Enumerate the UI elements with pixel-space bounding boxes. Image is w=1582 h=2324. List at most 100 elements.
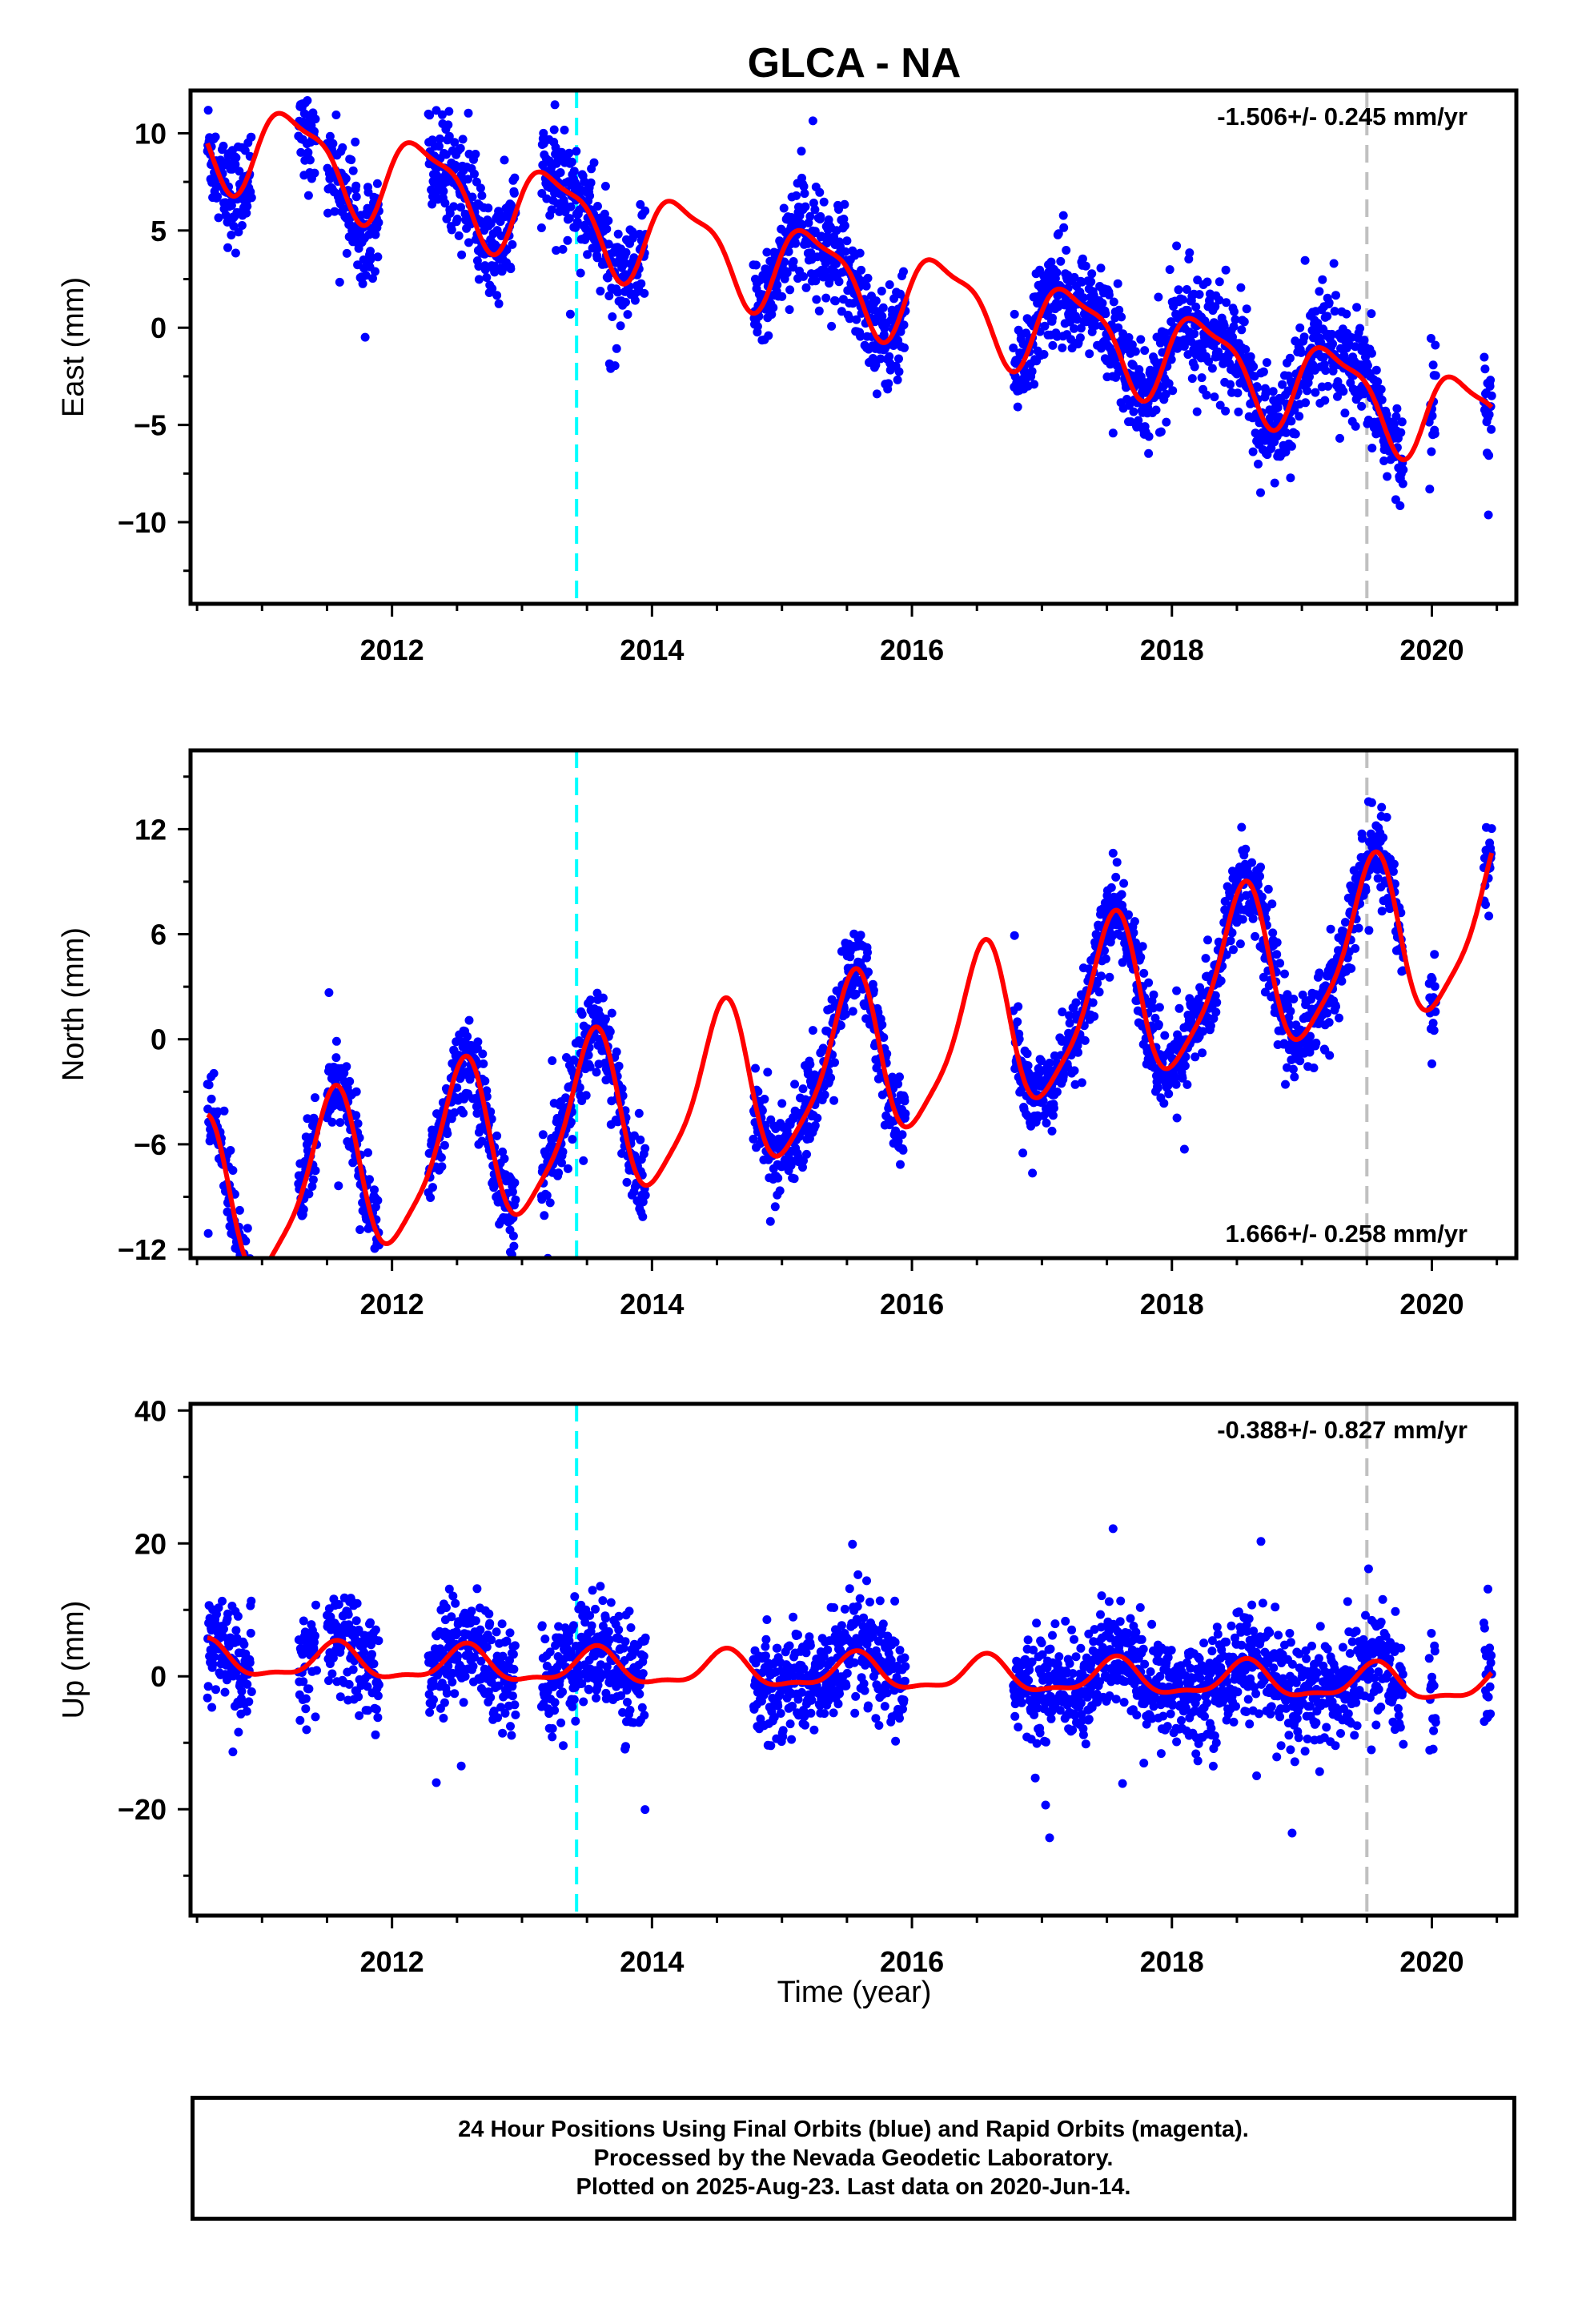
east-data-point — [1062, 246, 1071, 255]
east-x-tick-label: 2012 — [360, 633, 424, 666]
up-data-point — [352, 1598, 362, 1608]
east-data-point — [240, 146, 250, 155]
north-data-point — [1428, 1019, 1438, 1028]
up-data-point — [214, 1603, 223, 1613]
east-data-point — [435, 142, 444, 151]
east-data-point — [1162, 417, 1171, 427]
east-data-point — [221, 211, 231, 220]
north-data-point — [575, 1083, 584, 1092]
north-y-tick-label: 0 — [151, 1023, 167, 1056]
east-data-point — [211, 132, 220, 142]
east-data-point — [444, 120, 453, 130]
east-data-point — [1134, 416, 1143, 425]
up-data-point — [484, 1609, 494, 1618]
east-data-point — [1101, 309, 1110, 319]
east-data-point — [536, 223, 546, 232]
up-data-point — [363, 1706, 372, 1715]
east-data-point — [876, 354, 885, 364]
east-data-point — [1210, 392, 1219, 402]
east-data-point — [551, 143, 560, 152]
east-data-point — [492, 291, 502, 300]
north-data-point — [351, 1087, 361, 1096]
east-data-point — [1204, 356, 1213, 366]
north-data-point — [851, 989, 861, 999]
up-data-point — [336, 1642, 346, 1652]
east-data-point — [310, 168, 319, 178]
up-data-point — [505, 1628, 515, 1638]
up-data-point — [371, 1705, 381, 1714]
east-data-point — [769, 303, 778, 312]
up-data-point — [246, 1628, 255, 1638]
east-data-point — [628, 233, 637, 243]
up-data-point — [511, 1710, 520, 1719]
north-data-point — [848, 1007, 857, 1016]
north-data-point — [508, 1187, 517, 1196]
north-data-point — [1484, 911, 1494, 921]
east-data-point — [1363, 360, 1372, 370]
east-data-point — [1323, 381, 1333, 391]
north-data-point — [1367, 798, 1376, 807]
up-data-point — [498, 1651, 508, 1661]
east-x-tick-label: 2020 — [1399, 633, 1464, 666]
east-data-point — [1295, 412, 1304, 421]
north-data-point — [605, 1027, 615, 1036]
north-data-point — [1047, 1126, 1057, 1136]
up-data-point — [500, 1708, 510, 1718]
north-data-point — [1251, 931, 1260, 941]
east-data-point — [374, 218, 383, 227]
up-data-point — [228, 1747, 238, 1757]
north-model-curve — [206, 849, 1495, 1258]
east-data-point — [1234, 407, 1243, 416]
north-data-point — [1257, 892, 1267, 902]
up-data-point — [348, 1665, 358, 1675]
north-data-point — [1042, 1118, 1051, 1128]
east-data-point — [1156, 427, 1166, 436]
north-data-point — [247, 1269, 256, 1277]
north-data-point — [478, 1049, 488, 1059]
east-data-point — [630, 296, 640, 305]
north-data-point — [808, 1026, 817, 1035]
north-data-point — [1050, 1051, 1059, 1060]
east-data-point — [1377, 395, 1387, 404]
east-data-point — [213, 192, 222, 201]
east-data-point — [1371, 365, 1381, 375]
north-data-point — [882, 1049, 892, 1059]
east-data-point — [805, 211, 815, 221]
north-data-point — [810, 1121, 820, 1130]
east-data-point — [821, 293, 831, 303]
north-data-point — [1203, 935, 1212, 945]
east-data-point — [1195, 290, 1204, 300]
north-data-point — [1048, 1111, 1058, 1120]
east-data-point — [569, 167, 579, 176]
up-data-point — [497, 1619, 507, 1629]
east-data-point — [1427, 447, 1436, 456]
east-data-point — [604, 292, 614, 300]
east-data-point — [837, 307, 846, 316]
east-data-point — [341, 174, 351, 183]
north-data-point — [243, 1291, 251, 1300]
up-data-point — [510, 1641, 520, 1651]
east-data-point — [227, 201, 236, 211]
up-data-point — [425, 1707, 435, 1717]
east-data-point — [1075, 333, 1085, 343]
north-data-point — [1112, 858, 1122, 867]
east-data-point — [800, 189, 809, 199]
up-data-point — [327, 1669, 337, 1679]
north-data-point — [1182, 1080, 1192, 1089]
east-data-point — [227, 231, 236, 239]
north-data-point — [1010, 931, 1019, 940]
east-data-point — [884, 379, 893, 388]
north-data-point — [1172, 1113, 1182, 1123]
north-data-point — [240, 1302, 249, 1311]
east-data-point — [1009, 344, 1018, 352]
east-data-point — [1087, 269, 1097, 279]
north-x-tick-label: 2016 — [880, 1288, 944, 1321]
north-data-point — [1323, 1008, 1332, 1018]
up-points — [203, 1524, 1496, 1843]
east-data-point — [1125, 400, 1134, 410]
east-data-point — [1078, 293, 1088, 303]
north-data-point — [1259, 972, 1268, 982]
north-data-point — [893, 1080, 903, 1089]
east-data-point — [1096, 263, 1106, 273]
